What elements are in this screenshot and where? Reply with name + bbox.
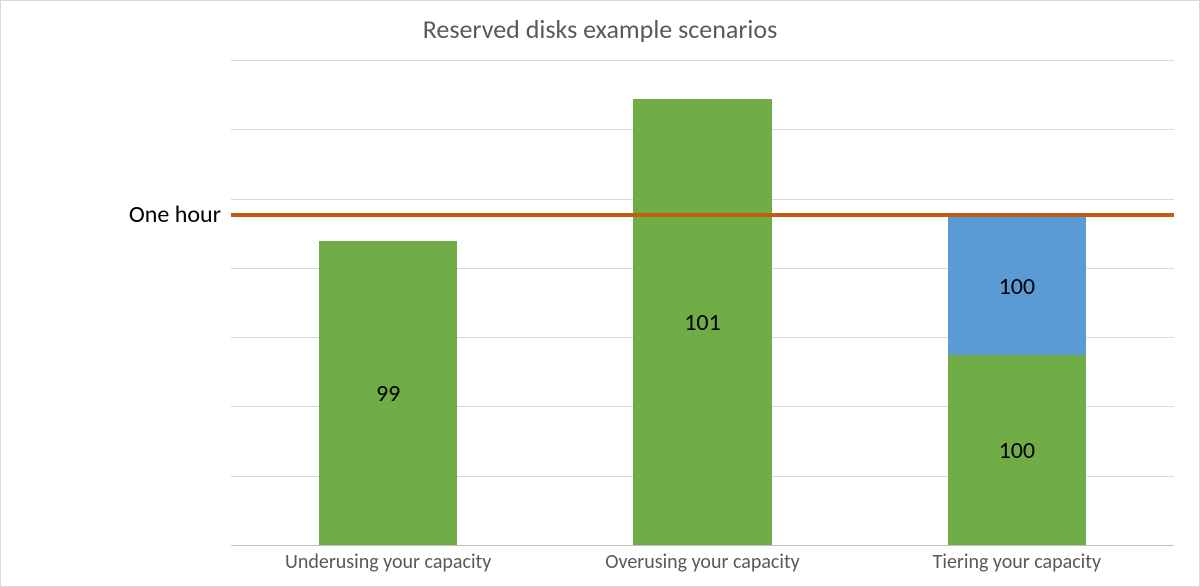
bar: 100 100 xyxy=(948,217,1086,546)
chart-container: Reserved disks example scenarios 99 101 10… xyxy=(0,0,1200,587)
bar-segment: 100 xyxy=(948,217,1086,356)
bar-segment-label: 100 xyxy=(999,436,1036,465)
chart-title: Reserved disks example scenarios xyxy=(1,1,1199,53)
x-axis-labels: Underusing your capacityOverusing your c… xyxy=(231,550,1174,578)
x-axis-label: Tiering your capacity xyxy=(860,550,1174,578)
bar-slot: 101 xyxy=(545,61,859,546)
bar-slot: 100 100 xyxy=(860,61,1174,546)
x-axis-label: Underusing your capacity xyxy=(231,550,545,578)
bar-slot: 99 xyxy=(231,61,545,546)
bar-segment: 101 xyxy=(633,99,771,546)
bar-segment-label: 101 xyxy=(684,308,721,337)
bar-segment: 100 xyxy=(948,355,1086,546)
reference-line-label: One hour xyxy=(21,200,221,229)
x-axis-baseline xyxy=(231,545,1174,546)
x-axis-label: Overusing your capacity xyxy=(545,550,859,578)
plot-area: 99 101 100 100 xyxy=(231,61,1174,546)
reference-line xyxy=(231,213,1174,217)
bar-segment: 99 xyxy=(319,241,457,546)
bars-group: 99 101 100 100 xyxy=(231,61,1174,546)
bar: 101 xyxy=(633,99,771,546)
bar: 99 xyxy=(319,241,457,546)
bar-segment-label: 99 xyxy=(376,379,400,408)
bar-segment-label: 100 xyxy=(999,272,1036,301)
